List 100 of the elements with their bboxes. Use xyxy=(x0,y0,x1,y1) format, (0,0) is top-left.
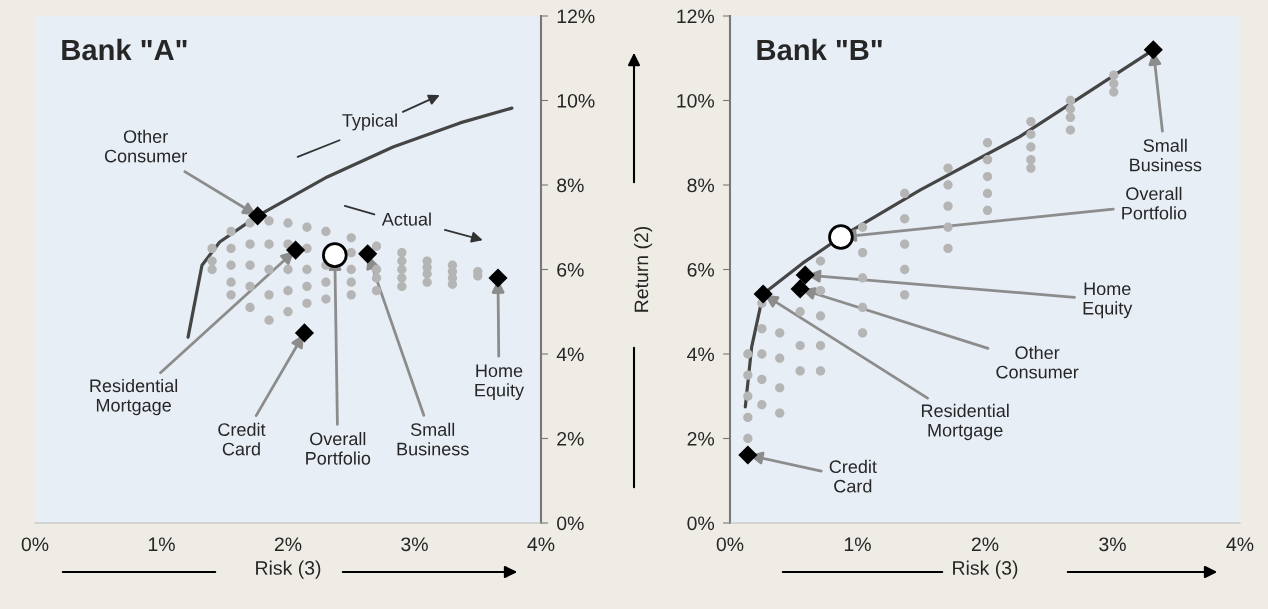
point xyxy=(302,281,312,292)
point xyxy=(943,243,953,254)
point xyxy=(857,302,868,313)
point xyxy=(900,290,910,300)
point xyxy=(982,138,993,148)
point xyxy=(346,290,356,300)
point xyxy=(302,222,312,232)
point xyxy=(743,391,753,401)
x-tick-label: 2% xyxy=(971,537,999,552)
point xyxy=(245,239,255,249)
y-tick-label: 8% xyxy=(687,178,715,193)
point xyxy=(795,366,805,376)
y-tick-label: 4% xyxy=(687,347,715,362)
point xyxy=(264,216,274,226)
point xyxy=(1143,40,1163,60)
y-tick-label: 2% xyxy=(557,431,584,446)
point xyxy=(226,226,236,237)
point xyxy=(900,214,910,224)
point xyxy=(857,328,868,338)
point xyxy=(346,247,356,258)
point xyxy=(982,205,993,216)
point xyxy=(207,256,217,266)
point xyxy=(346,233,356,243)
point xyxy=(283,264,293,275)
point xyxy=(1026,154,1036,165)
point xyxy=(982,171,993,182)
point xyxy=(397,281,407,292)
y-tick-label: 10% xyxy=(557,93,595,108)
y-tick-label: 2% xyxy=(687,431,715,446)
point xyxy=(422,277,432,287)
annotation: Credit Card xyxy=(218,422,266,456)
point xyxy=(982,188,993,199)
y-tick-label: 12% xyxy=(557,9,595,24)
point xyxy=(245,302,255,313)
point xyxy=(1026,116,1036,127)
point xyxy=(943,163,953,173)
point xyxy=(815,311,826,321)
point xyxy=(795,265,815,285)
x-axis-title: Risk (3) xyxy=(953,560,1018,579)
x-tick-label: 0% xyxy=(716,537,744,552)
point xyxy=(283,307,293,317)
point xyxy=(1109,78,1119,89)
point xyxy=(397,273,407,283)
x-tick-label: 2% xyxy=(274,537,302,552)
point xyxy=(900,239,910,249)
point xyxy=(294,323,315,343)
point xyxy=(397,264,407,275)
point xyxy=(245,260,255,270)
point xyxy=(248,206,268,226)
y-tick-label: 12% xyxy=(677,9,715,24)
annotation: Overall Portfolio xyxy=(1122,186,1187,220)
point xyxy=(753,284,773,304)
point xyxy=(1065,125,1076,135)
x-tick-label: 3% xyxy=(1099,537,1126,552)
text: Bank "A" xyxy=(62,38,187,61)
point xyxy=(207,264,217,275)
point xyxy=(775,408,785,418)
x-tick-label: 0% xyxy=(21,537,49,552)
point xyxy=(743,412,753,423)
annotation: Residential Mortgage xyxy=(90,378,178,416)
point xyxy=(264,315,274,325)
point xyxy=(226,243,236,254)
point xyxy=(358,244,378,264)
point xyxy=(321,294,331,304)
point xyxy=(226,277,236,287)
text: Bank "B" xyxy=(757,38,882,61)
x-axis-title: Risk (3) xyxy=(256,560,321,579)
point xyxy=(1109,87,1119,97)
point xyxy=(286,240,306,260)
point xyxy=(943,222,953,232)
annotation: Typical xyxy=(342,113,397,131)
point xyxy=(346,264,356,275)
point xyxy=(1109,70,1119,80)
y-tick-label: 0% xyxy=(557,516,584,531)
point xyxy=(738,445,758,465)
point xyxy=(371,264,382,275)
x-tick-label: 4% xyxy=(1226,537,1254,552)
x-tick-label: 4% xyxy=(527,537,555,552)
y-tick-label: 6% xyxy=(557,262,584,277)
y-tick-label: 0% xyxy=(687,516,715,531)
point xyxy=(488,268,508,288)
point xyxy=(900,264,910,275)
point xyxy=(815,256,826,266)
annotation: Other Consumer xyxy=(104,129,187,163)
point xyxy=(982,154,993,165)
x-tick-label: 3% xyxy=(401,537,428,552)
point xyxy=(302,298,312,308)
point xyxy=(757,400,767,410)
point xyxy=(795,307,805,317)
y-tick-label: 10% xyxy=(677,93,715,108)
point xyxy=(815,340,826,351)
x-tick-label: 1% xyxy=(844,537,871,552)
annotation: Home Equity xyxy=(1083,282,1133,319)
point xyxy=(321,277,331,287)
y-tick-label: 6% xyxy=(687,262,715,277)
point xyxy=(283,285,293,296)
y-tick-label: 4% xyxy=(556,347,584,362)
point xyxy=(857,273,868,283)
point xyxy=(1026,129,1036,139)
point xyxy=(795,340,805,351)
